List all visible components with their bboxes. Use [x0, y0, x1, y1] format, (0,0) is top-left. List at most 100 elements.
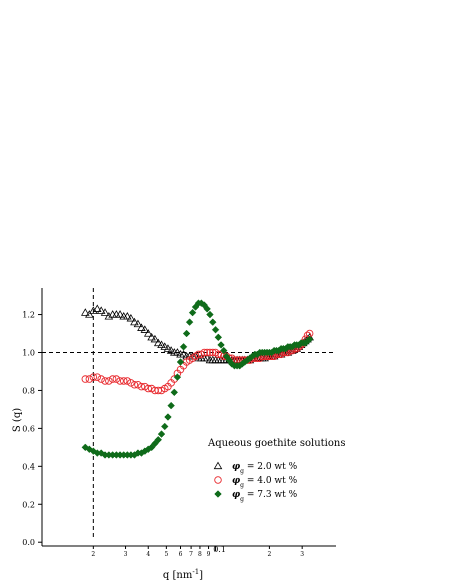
data-point [127, 379, 135, 387]
data-point [85, 310, 94, 318]
data-point [119, 377, 128, 385]
data-point [209, 318, 217, 326]
series-filled-diamond [81, 299, 314, 459]
x-axis-title-end: ] [199, 570, 203, 581]
legend-marker [214, 476, 222, 484]
x-tick-label: 6 [179, 551, 183, 558]
data-point [133, 319, 143, 328]
data-point [112, 375, 121, 383]
data-point [126, 313, 136, 322]
legend-entry: φg = 7.3 wt % [214, 490, 298, 503]
legend-symbol: φ [232, 476, 241, 486]
data-point [173, 348, 182, 356]
data-point [217, 341, 225, 349]
x-tick-label: 0.1 [213, 545, 226, 554]
legend-entry: φg = 2.0 wt % [213, 461, 298, 475]
data-point [211, 325, 220, 334]
data-point [214, 350, 223, 359]
data-point [163, 344, 173, 352]
y-tick-label: 0.2 [22, 500, 35, 509]
x-tick-label: 5 [164, 551, 168, 558]
y-tick-label: 1.0 [22, 349, 35, 358]
legend-value: = 7.3 wt % [244, 490, 298, 500]
reference-lines [42, 288, 336, 540]
legend-label: φg = 2.0 wt % [232, 462, 298, 475]
data-point [157, 340, 166, 349]
data-point [305, 335, 314, 343]
x-tick-label: 7 [189, 551, 193, 558]
data-point [220, 346, 228, 355]
legend-value: = 2.0 wt % [244, 462, 298, 472]
y-tick-label: 0.6 [22, 424, 35, 433]
x-axis-title: q [nm-1] [163, 568, 203, 581]
data-point [170, 388, 179, 397]
data-point [188, 308, 197, 317]
legend-symbol: φ [232, 490, 241, 500]
legend-label: φg = 7.3 wt % [232, 490, 298, 503]
legend-value: = 4.0 wt % [244, 476, 298, 486]
y-tick-label: 0.8 [22, 386, 35, 395]
data-point [92, 304, 102, 312]
data-point [179, 343, 188, 351]
data-point [150, 334, 160, 343]
data-point [144, 384, 152, 393]
data-point [160, 422, 169, 431]
x-tick-label: 9 [207, 551, 211, 558]
data-point [97, 375, 105, 383]
x-axis-title-main: q [nm [163, 570, 193, 581]
data-point [173, 373, 182, 381]
data-point [214, 333, 223, 342]
series-open-circle [81, 329, 314, 395]
x-tick-label: 3 [300, 551, 304, 558]
data-point [85, 375, 94, 383]
data-point [105, 377, 113, 385]
data-point [96, 306, 106, 314]
data-point [89, 373, 98, 381]
data-point [112, 310, 121, 318]
data-point [164, 413, 172, 421]
data-point [154, 436, 163, 444]
y-tick-label: 0.0 [22, 538, 35, 547]
legend-symbol: φ [232, 462, 241, 472]
data-point [89, 306, 98, 314]
legend-label: φg = 4.0 wt % [232, 476, 298, 489]
x-tick-label: 3 [124, 551, 128, 558]
legend-title: Aqueous goethite solutions [207, 438, 345, 449]
legend-subscript: g [240, 496, 244, 503]
data-point [176, 358, 185, 366]
data-point [108, 375, 117, 383]
data-point [81, 308, 90, 316]
y-tick-label: 0.4 [22, 462, 35, 471]
data-point [206, 348, 214, 357]
legend-entry: φg = 4.0 wt % [214, 476, 298, 489]
data-point [100, 308, 110, 316]
legend: Aqueous goethite solutions φg = 2.0 wt %… [207, 438, 345, 503]
x-tick-label: 2 [91, 551, 95, 558]
y-tick-label: 1.2 [22, 311, 35, 320]
data-point [147, 332, 156, 341]
data-point [185, 318, 194, 326]
data-point [101, 377, 109, 385]
data-point [130, 317, 139, 326]
data-point [203, 305, 211, 313]
data-point [167, 401, 175, 410]
data-point [140, 325, 150, 333]
data-point [116, 377, 124, 385]
data-point [157, 430, 166, 438]
data-point [143, 329, 153, 337]
x-tick-label: 8 [198, 551, 202, 558]
data-point [160, 342, 170, 350]
legend-subscript: g [240, 468, 244, 475]
data-point [203, 348, 211, 357]
legend-marker [214, 490, 222, 498]
data-point [179, 349, 188, 358]
axes: 0.0 0.2 0.4 0.6 0.8 1.0 1.2 2 3 4 5 6 7 8 90.1 2 3 [22, 288, 336, 558]
data-point [206, 310, 214, 319]
data-point [81, 375, 90, 383]
series-layer [81, 299, 314, 459]
x-tick-label: 2 [267, 551, 271, 558]
data-point [85, 445, 94, 454]
data-point [123, 312, 132, 320]
data-point [166, 346, 176, 354]
